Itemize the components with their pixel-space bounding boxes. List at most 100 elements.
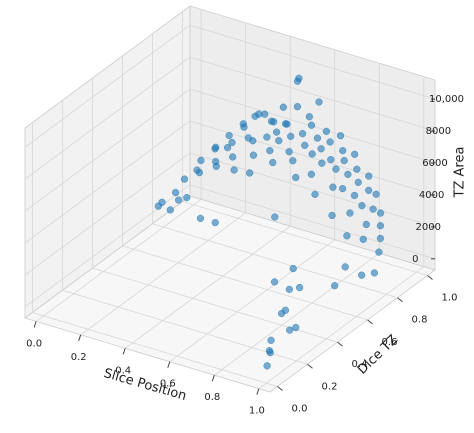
grid-line (182, 201, 428, 276)
point (326, 138, 334, 146)
point (285, 148, 293, 156)
pane (24, 195, 436, 393)
y-tick-label: 0.6 (382, 337, 398, 348)
y-tick (307, 363, 313, 369)
point (311, 190, 319, 199)
point (166, 206, 174, 214)
point (357, 271, 366, 279)
point (277, 309, 286, 318)
y-tick (397, 297, 403, 303)
x-tick (122, 348, 126, 355)
y-tick (337, 341, 343, 347)
point (298, 129, 307, 138)
point (289, 157, 297, 165)
point (283, 120, 291, 128)
grid-line (189, 184, 436, 260)
point (375, 248, 383, 256)
point (307, 121, 316, 129)
z-tick-label: 0 (412, 254, 418, 265)
point (336, 132, 345, 140)
point (354, 178, 362, 187)
point (230, 166, 238, 174)
point (305, 113, 314, 121)
point (263, 133, 271, 141)
point (329, 183, 337, 191)
point (322, 127, 331, 136)
y-tick-label: 0.8 (412, 315, 428, 326)
y-tick (427, 275, 433, 280)
point (339, 146, 347, 155)
point (212, 143, 220, 151)
point (249, 151, 258, 159)
point (331, 282, 339, 290)
point (270, 118, 278, 126)
point (267, 336, 275, 344)
grid-line (24, 120, 191, 244)
point (370, 269, 379, 277)
point (317, 145, 325, 153)
point (158, 198, 166, 206)
z-axis-label: TZ Area (453, 147, 468, 199)
point (292, 323, 300, 332)
point (286, 326, 294, 334)
point (249, 137, 257, 145)
point (266, 146, 274, 155)
point (193, 166, 201, 174)
point (212, 162, 220, 170)
point (332, 165, 340, 173)
y-tick-label: 1.0 (442, 293, 458, 304)
point (328, 211, 336, 220)
point (350, 150, 359, 158)
y-tick (277, 386, 283, 391)
point (313, 134, 322, 142)
point (271, 213, 279, 221)
point (340, 156, 348, 165)
point (327, 155, 335, 164)
z-tick-label: 4000 (419, 190, 444, 201)
point (295, 283, 304, 292)
point (369, 205, 377, 213)
point (183, 193, 191, 202)
point (358, 202, 366, 210)
point (196, 214, 205, 223)
y-tick-label: 0.0 (292, 403, 308, 414)
point (362, 220, 370, 229)
x-tick (33, 321, 37, 328)
point (270, 278, 279, 286)
y-tick-label: 0.4 (352, 359, 368, 370)
point (295, 74, 303, 82)
grid-line (80, 212, 246, 336)
x-tick (256, 388, 260, 395)
point (307, 170, 316, 178)
point (285, 285, 293, 294)
grid-line (122, 245, 368, 321)
point (180, 175, 189, 183)
point (338, 184, 347, 193)
point (365, 186, 373, 194)
grid-line (24, 88, 191, 212)
point (293, 103, 302, 111)
point (171, 188, 180, 197)
grid-line (214, 252, 380, 376)
point (223, 144, 232, 152)
grid-line (24, 152, 191, 276)
point (265, 347, 274, 355)
point (376, 234, 385, 243)
grid-line (189, 152, 436, 228)
point (287, 132, 295, 140)
point (197, 156, 205, 165)
grid-line (189, 56, 436, 132)
point (318, 159, 326, 167)
point (289, 264, 297, 273)
point (269, 158, 277, 167)
y-tick (367, 319, 373, 325)
point (359, 235, 367, 243)
grid-line (189, 24, 436, 100)
point (376, 209, 385, 217)
grid-line (24, 56, 191, 180)
z-tick-label: 8000 (426, 126, 451, 137)
point (275, 137, 283, 145)
grid-line (35, 199, 202, 322)
point (372, 190, 380, 198)
point (174, 196, 183, 204)
